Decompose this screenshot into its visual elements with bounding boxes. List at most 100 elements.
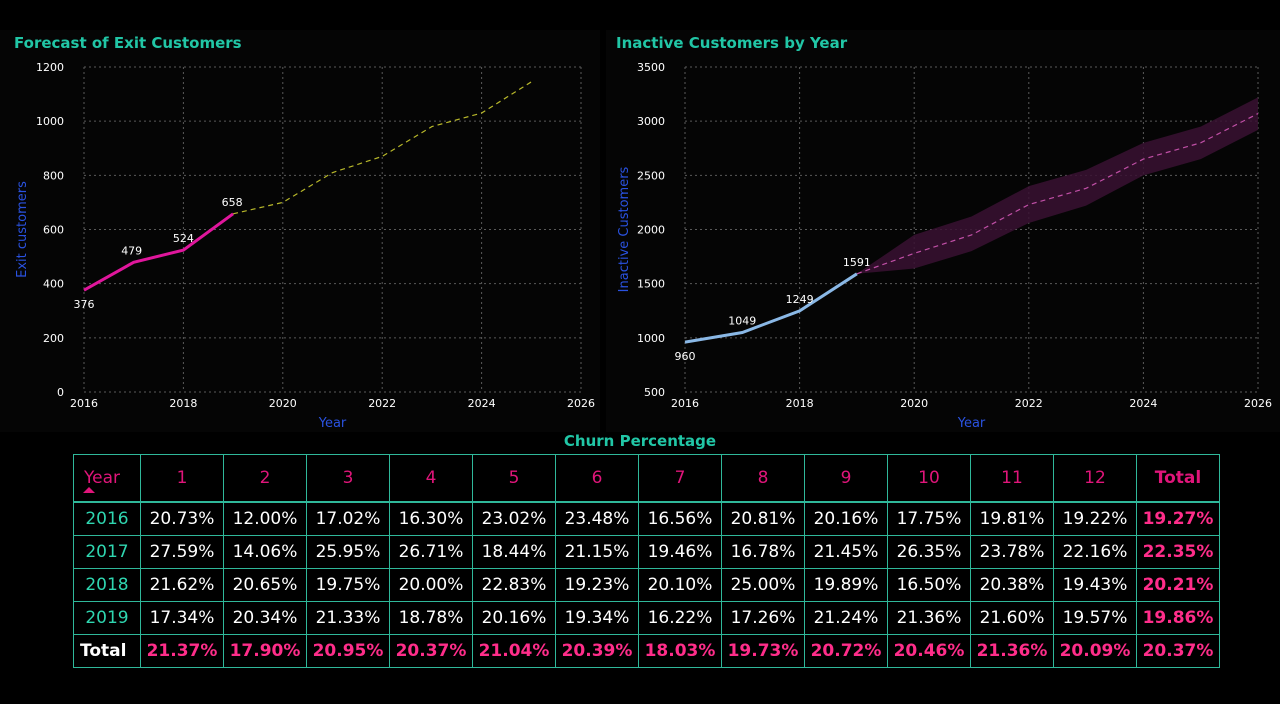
x-tick-label: 2020 <box>900 397 928 410</box>
churn-cell: 20.00% <box>389 568 473 602</box>
churn-cell: 20.65% <box>223 568 307 602</box>
x-tick-label: 2018 <box>169 397 197 410</box>
churn-cell: 14.06% <box>223 535 307 569</box>
churn-cell: 19.43% <box>1053 568 1137 602</box>
churn-cell: 25.95% <box>306 535 390 569</box>
churn-cell: 23.02% <box>472 501 556 536</box>
month-total-cell: 21.04% <box>472 634 556 668</box>
y-tick-label: 2500 <box>637 169 665 182</box>
y-tick-label: 600 <box>43 224 64 237</box>
churn-cell: 21.15% <box>555 535 639 569</box>
churn-cell: 23.48% <box>555 501 639 536</box>
y-tick-label: 500 <box>644 386 665 399</box>
forecast-series-line <box>232 81 532 215</box>
churn-cell: 21.45% <box>804 535 888 569</box>
y-tick-label: 0 <box>57 386 64 399</box>
row-total-cell: 20.21% <box>1136 568 1220 602</box>
churn-cell: 21.36% <box>887 601 971 635</box>
y-tick-label: 1000 <box>637 332 665 345</box>
grand-total-cell: 20.37% <box>1136 634 1220 668</box>
churn-cell: 19.46% <box>638 535 722 569</box>
year-cell: 2018 <box>73 568 141 602</box>
churn-cell: 18.78% <box>389 601 473 635</box>
row-total-cell: 19.27% <box>1136 501 1220 536</box>
y-tick-label: 800 <box>43 169 64 182</box>
month-total-cell: 20.37% <box>389 634 473 668</box>
total-row: Total 21.37% 17.90% 20.95% 20.37% 21.04% 20.39… <box>73 634 1220 668</box>
column-header-year[interactable]: Year <box>73 454 141 503</box>
data-label: 1049 <box>728 315 756 328</box>
churn-cell: 16.22% <box>638 601 722 635</box>
total-row-label: Total <box>73 634 141 668</box>
sort-ascending-icon[interactable] <box>83 487 95 493</box>
chart-title-exit: Forecast of Exit Customers <box>14 34 242 52</box>
churn-cell: 21.62% <box>140 568 224 602</box>
x-tick-label: 2018 <box>786 397 814 410</box>
x-tick-label: 2026 <box>567 397 595 410</box>
churn-cell: 19.75% <box>306 568 390 602</box>
churn-cell: 12.00% <box>223 501 307 536</box>
table-row: 2017 27.59% 14.06% 25.95% 26.71% 18.44% 21.15%… <box>73 535 1220 569</box>
x-tick-label: 2026 <box>1244 397 1272 410</box>
y-tick-label: 200 <box>43 332 64 345</box>
chart-title-inactive: Inactive Customers by Year <box>616 34 848 52</box>
churn-cell: 23.78% <box>970 535 1054 569</box>
y-tick-label: 1000 <box>36 115 64 128</box>
column-header-month: 12 <box>1053 454 1137 503</box>
month-total-cell: 21.36% <box>970 634 1054 668</box>
column-header-month: 11 <box>970 454 1054 503</box>
exit-customers-panel: Forecast of Exit Customers 0 200 400 600 800… <box>0 30 600 432</box>
churn-cell: 22.83% <box>472 568 556 602</box>
churn-cell: 20.16% <box>804 501 888 536</box>
column-header-label: Year <box>84 468 120 488</box>
actual-series-line <box>83 212 234 292</box>
churn-percentage-table: Year 1 2 3 4 5 6 7 8 9 10 11 12 Total 2016 20.73% 12.00… <box>73 454 1220 668</box>
exit-customers-chart: 0 200 400 600 800 1000 1200 2016 2018 2020 2022 202… <box>15 61 595 431</box>
table-row: 2018 21.62% 20.65% 19.75% 20.00% 22.83% 19.23%… <box>73 568 1220 602</box>
x-axis-title: Year <box>957 416 986 431</box>
month-total-cell: 20.39% <box>555 634 639 668</box>
x-axis-title: Year <box>318 416 347 431</box>
churn-cell: 20.81% <box>721 501 805 536</box>
churn-cell: 19.22% <box>1053 501 1137 536</box>
data-label: 960 <box>675 350 696 363</box>
churn-cell: 19.89% <box>804 568 888 602</box>
x-tick-label: 2024 <box>1129 397 1157 410</box>
x-tick-label: 2020 <box>269 397 297 410</box>
inactive-customers-panel: Inactive Customers by Year 500 1000 1500 20… <box>606 30 1280 432</box>
month-total-cell: 20.72% <box>804 634 888 668</box>
churn-cell: 17.34% <box>140 601 224 635</box>
column-header-total: Total <box>1136 454 1220 503</box>
column-header-month: 10 <box>887 454 971 503</box>
churn-cell: 21.33% <box>306 601 390 635</box>
column-header-month: 5 <box>472 454 556 503</box>
y-axis-title: Exit customers <box>15 181 30 278</box>
churn-cell: 19.34% <box>555 601 639 635</box>
churn-cell: 26.35% <box>887 535 971 569</box>
month-total-cell: 19.73% <box>721 634 805 668</box>
churn-cell: 27.59% <box>140 535 224 569</box>
x-tick-label: 2022 <box>1015 397 1043 410</box>
year-cell: 2019 <box>73 601 141 635</box>
data-label: 479 <box>121 244 142 257</box>
churn-cell: 16.56% <box>638 501 722 536</box>
month-total-cell: 20.46% <box>887 634 971 668</box>
churn-cell: 25.00% <box>721 568 805 602</box>
table-row: 2016 20.73% 12.00% 17.02% 16.30% 23.02% 23.48%… <box>73 501 1220 536</box>
table-title: Churn Percentage <box>563 432 717 450</box>
y-tick-label: 1500 <box>637 278 665 291</box>
x-tick-label: 2016 <box>70 397 98 410</box>
y-tick-label: 1200 <box>36 61 64 74</box>
data-label: 376 <box>74 298 95 311</box>
churn-cell: 21.60% <box>970 601 1054 635</box>
churn-cell: 20.34% <box>223 601 307 635</box>
churn-cell: 20.16% <box>472 601 556 635</box>
column-header-month: 7 <box>638 454 722 503</box>
churn-cell: 17.75% <box>887 501 971 536</box>
month-total-cell: 17.90% <box>223 634 307 668</box>
y-tick-label: 3000 <box>637 115 665 128</box>
churn-cell: 21.24% <box>804 601 888 635</box>
data-label: 524 <box>173 232 194 245</box>
churn-cell: 16.30% <box>389 501 473 536</box>
data-label: 1591 <box>843 256 871 269</box>
